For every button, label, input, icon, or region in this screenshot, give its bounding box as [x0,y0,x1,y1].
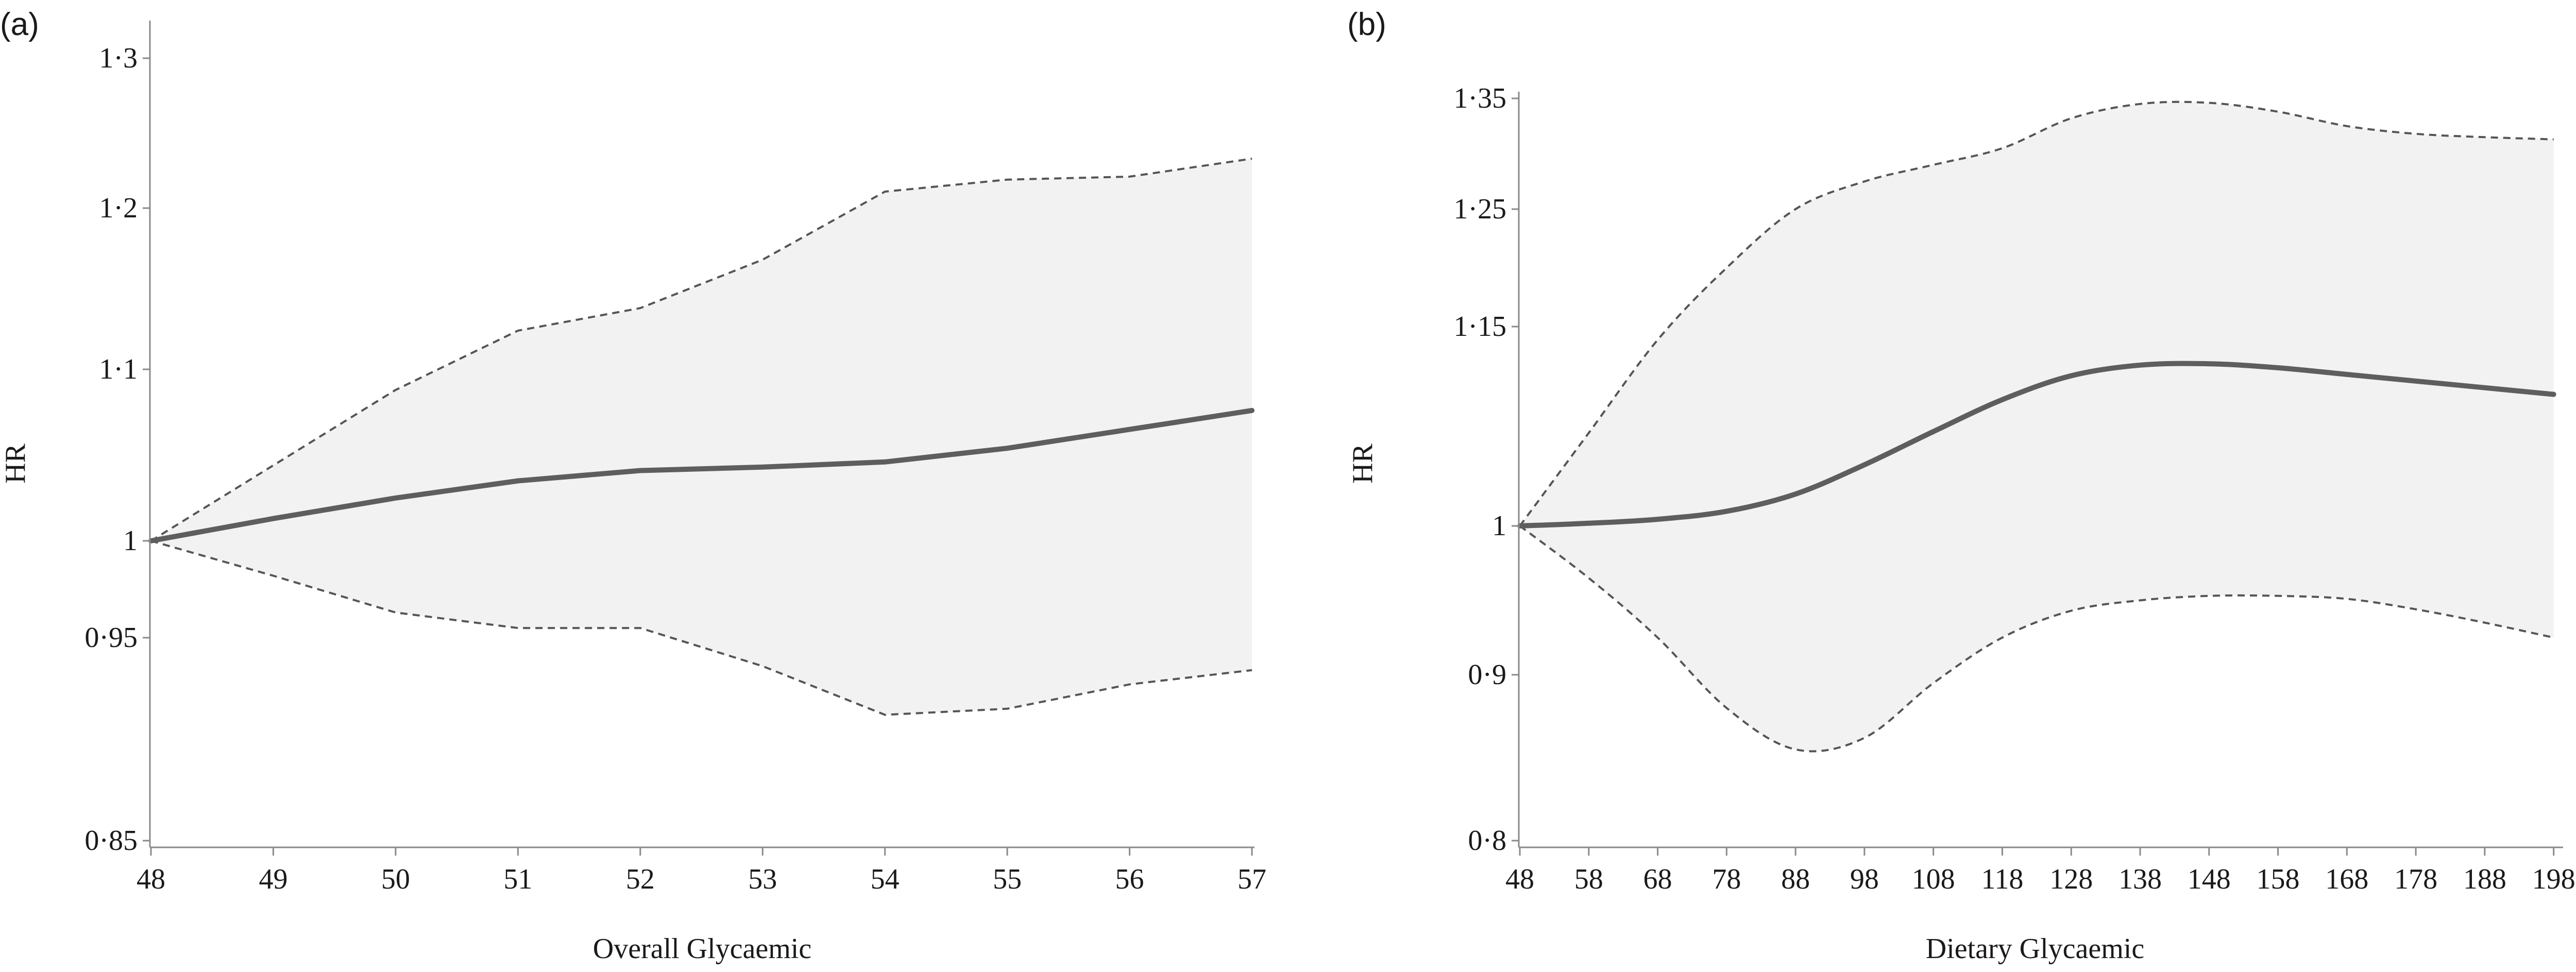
x-tick-label: 78 [1712,863,1741,895]
x-tick-label: 55 [993,863,1022,895]
panel-b-label: (b) [1347,7,1386,42]
confidence-band-area [1520,101,2554,752]
x-tick-label: 198 [2532,863,2575,895]
x-tick-label: 178 [2394,863,2437,895]
x-tick-label: 49 [259,863,287,895]
panel-a-lines [148,158,1255,716]
panel-a-x-axis-title: Overall Glycaemic [593,933,811,965]
x-tick-label: 48 [137,863,165,895]
panel-b-axes: 0·8 0·9 1 1·15 1·25 1·35 48 58 68 78 88 98 108 118 128… [1453,82,2575,895]
x-tick-label: 56 [1115,863,1144,895]
panel-a-axes: 0·85 0·95 1 1·1 1·2 1·3 48 49 50 51 52 53 54 55 56 57 [84,21,1266,895]
x-tick-label: 98 [1850,863,1879,895]
confidence-band-area [151,159,1252,715]
y-tick-label: 0·85 [84,825,138,857]
panel-b-confidence-band [1520,101,2554,752]
panel-b-dietary-glycaemic: (b) 0·8 0·9 1 1·15 1·25 1·35 48 58 68 78 88 98 108 11… [1347,7,2575,965]
y-tick-label: 1·25 [1453,193,1506,225]
panel-b-y-axis-title: HR [1347,443,1379,483]
panel-b-x-axis-title: Dietary Glycaemic [1926,933,2144,965]
x-tick-label: 128 [2049,863,2093,895]
x-tick-label: 138 [2119,863,2162,895]
x-tick-label: 148 [2188,863,2231,895]
y-tick-label: 1 [1492,510,1506,542]
y-tick-label: 1·2 [99,192,138,224]
y-tick-label: 1·1 [99,353,138,385]
x-tick-label: 51 [503,863,532,895]
x-tick-label: 50 [381,863,410,895]
lower-ci-line [150,540,1252,716]
upper-ci-line [1519,100,2554,527]
panel-b-lines [1517,100,2556,753]
x-tick-label: 52 [626,863,655,895]
panel-a-overall-glycaemic: (a) 0·85 0·95 1 1·1 1·2 1·3 48 49 50 51 52 53 54 55 56… [0,7,1266,965]
panel-a-label: (a) [0,7,39,42]
y-tick-label: 0·8 [1468,825,1506,857]
y-tick-label: 1 [123,525,138,557]
x-tick-label: 58 [1574,863,1603,895]
x-tick-label: 48 [1505,863,1534,895]
panel-a-y-axis-title: HR [0,443,31,483]
x-tick-label: 54 [871,863,900,895]
hr-estimate-line [148,407,1255,543]
panel-a-confidence-band [151,159,1252,715]
x-tick-label: 118 [1981,863,2023,895]
y-tick-label: 1·15 [1453,311,1506,343]
y-tick-label: 0·95 [84,622,138,654]
x-tick-label: 88 [1781,863,1810,895]
x-tick-label: 53 [748,863,777,895]
x-tick-label: 158 [2257,863,2300,895]
x-tick-label: 168 [2325,863,2368,895]
x-tick-label: 188 [2463,863,2506,895]
y-tick-label: 0·9 [1468,659,1506,691]
hr-estimate-line [1517,361,2556,528]
y-tick-label: 1·35 [1453,82,1506,114]
lower-ci-line [1519,525,2554,753]
x-tick-label: 57 [1238,863,1266,895]
x-tick-label: 108 [1912,863,1955,895]
y-tick-label: 1·3 [99,42,138,74]
x-tick-label: 68 [1643,863,1672,895]
upper-ci-line [150,158,1252,542]
